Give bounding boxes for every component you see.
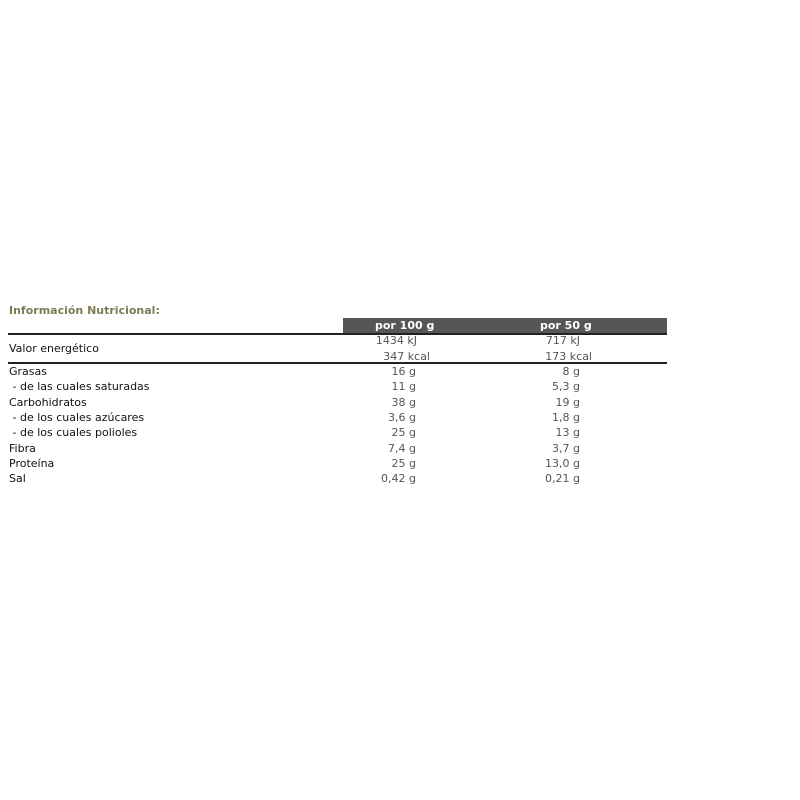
value-per-50g: 13 g xyxy=(555,426,580,440)
nutrient-label: Proteína xyxy=(9,456,55,470)
nutrient-label: - de los cuales polioles xyxy=(9,426,138,440)
nutrient-label: Carbohidratos xyxy=(9,395,87,409)
nutrient-label: - de los cuales azúcares xyxy=(9,410,145,424)
energy-divider xyxy=(8,362,667,364)
value-per-50g: 8 g xyxy=(562,365,580,378)
value-per-100g: 11 g xyxy=(391,380,416,394)
value-per-100g: 0,42 g xyxy=(381,472,416,486)
nutrient-label: Grasas xyxy=(9,365,47,378)
value-per-100g: 25 g xyxy=(391,426,416,440)
value-per-50g: 1,8 g xyxy=(552,410,580,424)
value-per-100g: 38 g xyxy=(391,395,416,409)
nutrient-label: Sal xyxy=(9,472,26,486)
value-per-50g: 5,3 g xyxy=(552,380,580,394)
nutrient-label: - de las cuales saturadas xyxy=(9,380,150,394)
nutrient-label: Fibra xyxy=(9,441,36,455)
energy-kj-50: 717 kJ xyxy=(545,334,580,347)
column-header-50g: por 50 g xyxy=(540,319,592,332)
value-per-50g: 19 g xyxy=(555,395,580,409)
value-per-50g: 3,7 g xyxy=(552,441,580,455)
value-per-50g: 13,0 g xyxy=(545,456,580,470)
energy-label: Valor energético xyxy=(9,342,99,355)
energy-kcal-50: 173 kcal xyxy=(545,350,592,363)
section-title: Información Nutricional: xyxy=(9,304,160,317)
value-per-100g: 16 g xyxy=(391,365,416,378)
header-divider xyxy=(8,333,667,335)
column-header-100g: por 100 g xyxy=(375,319,435,332)
value-per-100g: 25 g xyxy=(391,456,416,470)
value-per-100g: 7,4 g xyxy=(388,441,416,455)
value-per-50g: 0,21 g xyxy=(545,472,580,486)
column-header-bar: por 100 g por 50 g xyxy=(343,318,667,333)
energy-kj-100: 1434 kJ xyxy=(375,334,417,347)
value-per-100g: 3,6 g xyxy=(388,410,416,424)
energy-kcal-100: 347 kcal xyxy=(383,350,430,363)
